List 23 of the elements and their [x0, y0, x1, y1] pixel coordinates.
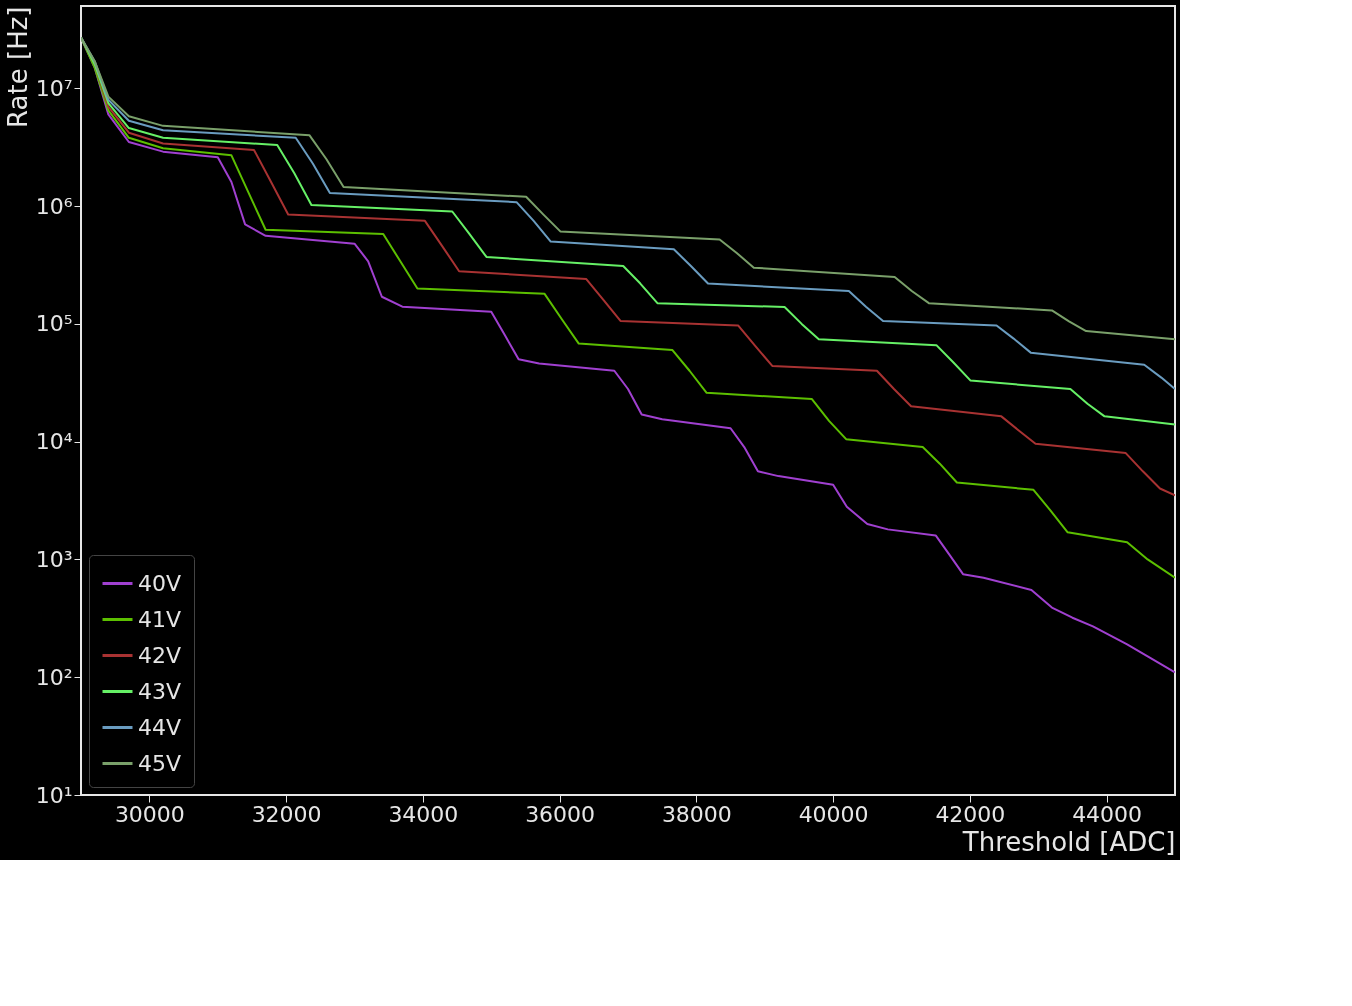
x-axis-title: Threshold [ADC]: [961, 826, 1176, 857]
x-tick-label: 44000: [1072, 801, 1143, 827]
legend-label: 43V: [138, 678, 182, 704]
y-tick-label: 10²: [35, 664, 73, 690]
x-tick-label: 38000: [661, 801, 732, 827]
y-tick-label: 10³: [35, 546, 73, 572]
x-tick-label: 42000: [935, 801, 1006, 827]
y-axis-title: Rate [Hz]: [2, 6, 33, 128]
x-tick-label: 36000: [525, 801, 596, 827]
legend-label: 41V: [138, 606, 182, 632]
x-tick-label: 32000: [251, 801, 322, 827]
x-tick-label: 40000: [798, 801, 869, 827]
legend-label: 45V: [138, 750, 182, 776]
x-tick-label: 34000: [388, 801, 459, 827]
legend-label: 44V: [138, 714, 182, 740]
legend-label: 42V: [138, 642, 182, 668]
y-tick-label: 10¹: [35, 782, 73, 808]
y-tick-label: 10⁶: [35, 193, 73, 219]
y-tick-label: 10⁷: [35, 75, 73, 101]
x-tick-label: 30000: [114, 801, 185, 827]
y-tick-label: 10⁴: [35, 429, 73, 455]
y-tick-label: 10⁵: [35, 311, 73, 337]
legend-label: 40V: [138, 570, 182, 596]
